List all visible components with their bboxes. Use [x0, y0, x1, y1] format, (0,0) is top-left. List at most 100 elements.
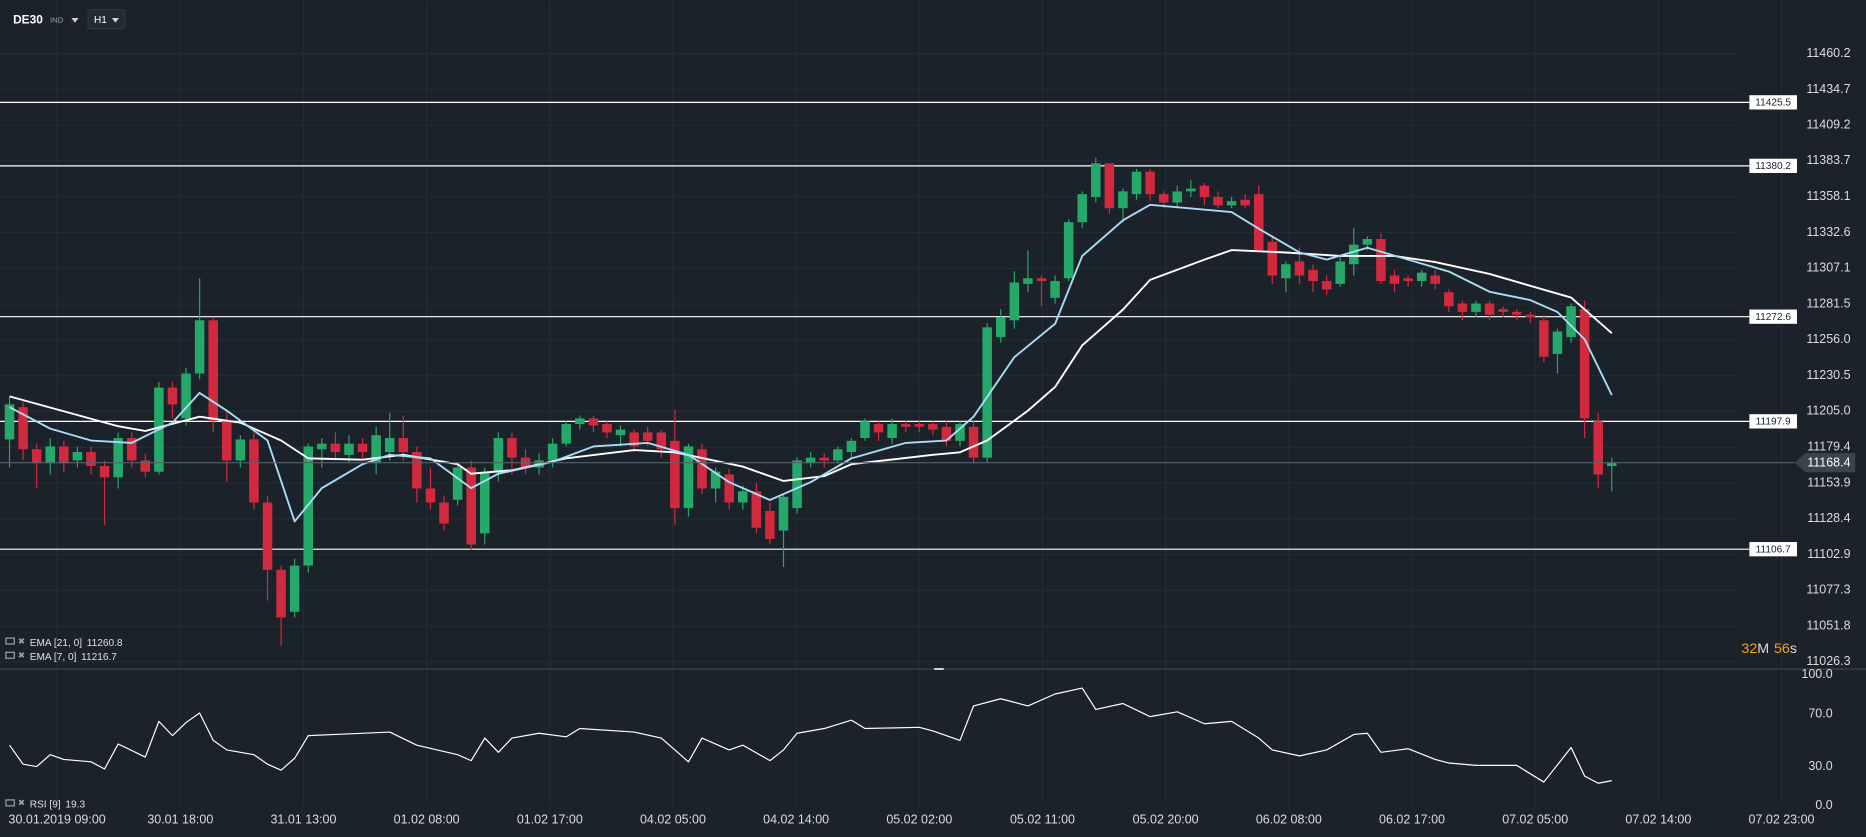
x-tick-label: 07.02 05:00	[1502, 812, 1568, 826]
candle-body	[45, 446, 56, 464]
candle-body	[289, 565, 300, 612]
legend-close[interactable]: ✖	[18, 636, 25, 646]
candle-body	[588, 418, 599, 426]
legend-icon[interactable]	[5, 651, 15, 659]
y-tick-label: 11307.1	[1806, 261, 1850, 275]
candle-body	[1294, 261, 1305, 276]
candle-body	[873, 424, 884, 433]
candle-body	[914, 424, 925, 427]
rsi-tick-label: 100.0	[1801, 667, 1832, 681]
candle-body	[846, 440, 857, 453]
ema-line	[9, 203, 1613, 523]
level-label-box	[1749, 158, 1797, 173]
candle-body	[928, 424, 938, 430]
candle-body	[724, 474, 734, 503]
level-label: 11272.6	[1755, 312, 1791, 323]
candle-body	[1498, 309, 1508, 312]
candle-body	[575, 418, 585, 425]
candle-body	[1104, 163, 1115, 209]
timeframe[interactable]: H1	[94, 15, 107, 26]
candle-body	[18, 407, 28, 450]
candle-body	[833, 449, 843, 461]
dropdown-arrow[interactable]	[111, 18, 120, 23]
candle-body	[113, 438, 123, 478]
legend-value: 19.3	[65, 799, 85, 810]
x-tick-label: 05.02 11:00	[1010, 812, 1075, 826]
y-tick-label: 11179.4	[1807, 440, 1850, 454]
y-tick-label: 11230.5	[1806, 368, 1850, 382]
y-tick-label: 11153.9	[1807, 475, 1850, 489]
legend-close[interactable]: ✖	[18, 650, 25, 660]
x-tick-label: 01.02 17:00	[517, 812, 583, 826]
symbol[interactable]: DE30	[13, 13, 43, 27]
y-tick-label: 11281.5	[1806, 296, 1850, 310]
candle-body	[737, 491, 748, 503]
candle-body	[398, 438, 409, 453]
timeframe-box[interactable]	[87, 9, 126, 30]
candle-body	[1281, 264, 1291, 279]
y-tick-label: 11434.7	[1806, 82, 1850, 96]
candle-body	[1240, 199, 1250, 206]
last-price-label: 11168.4	[1807, 456, 1850, 470]
y-tick-label: 11102.9	[1807, 547, 1850, 561]
candle-body	[1186, 188, 1196, 192]
x-tick-label: 07.02 23:00	[1749, 812, 1815, 826]
legend-close[interactable]: ✖	[18, 798, 25, 808]
candle-body	[1552, 331, 1563, 354]
x-tick-label: 05.02 02:00	[886, 812, 952, 826]
candle-body	[371, 435, 381, 464]
level-label-box	[1749, 95, 1797, 110]
candle-body	[507, 438, 517, 458]
candle-body	[1077, 194, 1087, 223]
candle-body	[167, 387, 178, 405]
candle-body	[439, 502, 449, 524]
candle-body	[887, 424, 897, 439]
candle-body	[357, 443, 368, 453]
candle-body	[1199, 185, 1210, 197]
candle-body	[249, 439, 259, 503]
candle-body	[792, 460, 802, 509]
x-tick-label: 01.02 08:00	[394, 812, 460, 826]
candle-body	[1403, 278, 1413, 282]
legend-entry: EMA [7, 0] 11216.7	[30, 652, 118, 663]
candle-body	[819, 457, 829, 461]
x-tick-label: 05.02 20:00	[1133, 812, 1199, 826]
candle-body	[860, 421, 870, 439]
y-tick-label: 11332.6	[1806, 225, 1850, 239]
candle-body	[1607, 462, 1617, 467]
candle-body	[1158, 194, 1169, 203]
rsi-tick-label: 30.0	[1808, 759, 1832, 773]
candle-body	[86, 452, 96, 467]
countdown-minutes: 32	[1741, 641, 1757, 657]
candle-body	[670, 440, 680, 509]
legend-icon[interactable]	[5, 637, 15, 645]
level-label-box	[1749, 542, 1797, 557]
y-tick-label: 11077.3	[1806, 583, 1850, 597]
legend-name: EMA [21, 0]	[30, 637, 82, 648]
candle-body	[1349, 244, 1359, 265]
x-tick-label: 07.02 14:00	[1625, 812, 1691, 826]
candle-body	[1145, 171, 1155, 195]
badge[interactable]: IND	[50, 15, 64, 24]
candle-body	[642, 432, 653, 441]
y-tick-label: 11383.7	[1806, 153, 1850, 167]
candle-body	[751, 491, 762, 528]
candle-body	[710, 471, 721, 489]
candle-body	[1484, 303, 1495, 315]
candle-body	[330, 443, 341, 453]
candle-body	[982, 327, 992, 458]
candle-body	[276, 569, 286, 618]
x-tick-label: 30.01.2019 09:00	[9, 812, 106, 826]
legend: ✖ EMA [21, 0] 11260.8 ✖ EMA [7, 0] 11216.7…	[5, 636, 123, 810]
dropdown-arrow[interactable]	[71, 18, 79, 23]
candle-body	[941, 426, 952, 441]
candle-body	[602, 424, 612, 433]
legend-icon[interactable]	[5, 799, 15, 807]
level-label: 11197.9	[1756, 417, 1791, 428]
candle-body	[697, 449, 707, 489]
candle-body	[615, 429, 626, 436]
candle-body	[995, 317, 1006, 338]
rsi-line	[9, 687, 1612, 784]
